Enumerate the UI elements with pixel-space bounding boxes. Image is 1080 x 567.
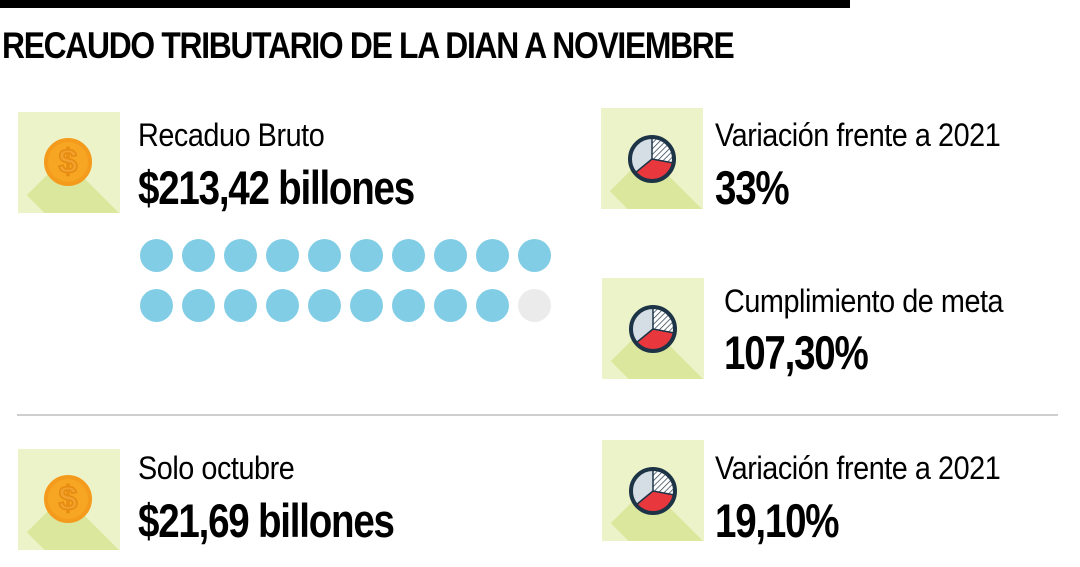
dot-filled [518,239,551,272]
pie-chart-icon [602,440,704,541]
page-title: RECAUDO TRIBUTARIO DE LA DIAN A NOVIEMBR… [2,25,735,66]
dot-row-1 [140,239,560,272]
coin-dollar-icon: $ [18,449,120,550]
dot-filled [224,289,257,322]
section-divider [17,414,1058,416]
dot-filled [476,289,509,322]
dot-filled [434,239,467,272]
dot-filled [266,239,299,272]
dot-filled [140,289,173,322]
coin-dollar-icon: $ [18,112,120,213]
pictogram-dots [140,239,560,339]
dot-filled [224,239,257,272]
pie-chart-icon [602,278,704,379]
dot-filled [392,239,425,272]
top-rule [0,0,850,8]
dot-empty [518,289,551,322]
october-label: Solo octubre [138,450,295,486]
dot-filled [140,239,173,272]
pie-chart-icon [601,108,703,209]
dot-filled [308,239,341,272]
dot-filled [476,239,509,272]
variation-label: Variación frente a 2021 [715,117,1001,153]
dot-filled [182,289,215,322]
goal-label: Cumplimiento de meta [724,283,1004,319]
dot-filled [350,239,383,272]
october-variation-value: 19,10% [715,494,840,547]
dot-filled [392,289,425,322]
dot-filled [350,289,383,322]
dot-filled [308,289,341,322]
dot-filled [434,289,467,322]
variation-value: 33% [715,161,790,214]
gross-value: $213,42 billones [138,161,415,214]
goal-value: 107,30% [724,326,869,379]
dot-filled [182,239,215,272]
dot-row-2 [140,289,560,322]
gross-label: Recaduo Bruto [138,117,325,153]
october-value: $21,69 billones [138,494,395,547]
dot-filled [266,289,299,322]
october-variation-label: Variación frente a 2021 [715,450,1001,486]
